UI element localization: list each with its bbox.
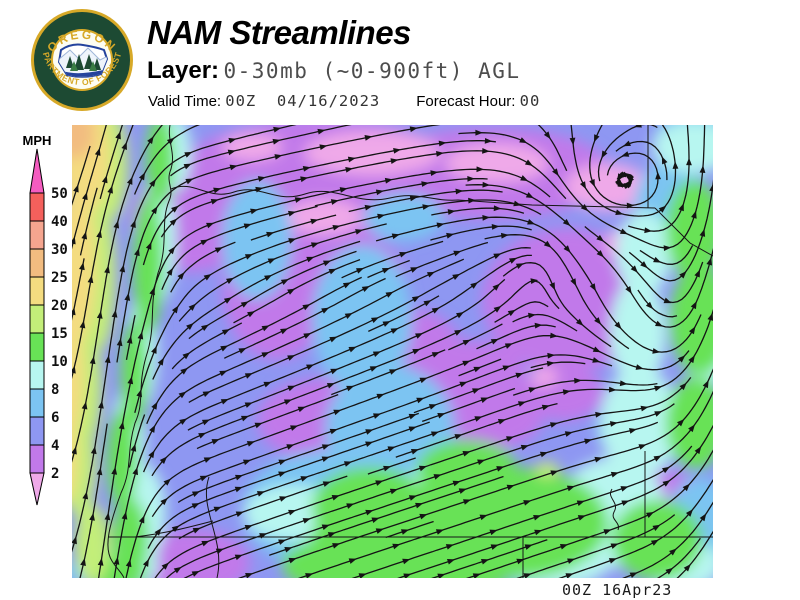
legend-band-30-40 xyxy=(29,220,45,250)
klamath-lake xyxy=(610,488,620,531)
map-timestamp: 00Z 16Apr23 xyxy=(562,581,673,599)
wind-speed-legend: 50 40 30 25 20 15 10 8 6 4 2 xyxy=(29,148,68,506)
legend-band-2-4 xyxy=(29,444,45,474)
legend-band-20-25 xyxy=(29,276,45,306)
legend-tick-4: 4 xyxy=(51,438,59,454)
logo-oregon-emblem xyxy=(57,43,109,78)
legend-tick-25: 25 xyxy=(51,270,68,286)
layer-value: 0-30mb (~0-900ft) AGL xyxy=(223,59,521,83)
odf-logo: OREGON DEPARTMENT OF FORESTRY xyxy=(30,8,133,111)
legend-tick-40: 40 xyxy=(51,214,68,230)
legend-band-10-15 xyxy=(29,332,45,362)
streamline-map xyxy=(72,125,713,578)
forecast-hour-value: 00 xyxy=(519,92,541,110)
legend-below-min-arrow xyxy=(29,472,45,506)
legend-band-15-20 xyxy=(29,304,45,334)
legend-tick-2: 2 xyxy=(51,466,59,482)
legend-tick-6: 6 xyxy=(51,410,59,426)
river-southwest xyxy=(134,476,220,578)
wind-speed-map xyxy=(72,125,713,578)
legend-units-label: MPH xyxy=(22,133,52,148)
legend-above-max-arrow xyxy=(29,148,45,194)
legend-tick-20: 20 xyxy=(51,298,68,314)
legend-tick-30: 30 xyxy=(51,242,68,258)
legend-band-40-50 xyxy=(29,192,45,222)
layer-line: Layer: 0-30mb (~0-900ft) AGL xyxy=(147,57,521,85)
legend-tick-8: 8 xyxy=(51,382,59,398)
legend-band-8-10 xyxy=(29,360,45,390)
streamlines xyxy=(72,125,713,578)
legend-band-6-8 xyxy=(29,388,45,418)
speed-field xyxy=(72,125,713,578)
coastline xyxy=(107,125,174,578)
valid-time-label: Valid Time: xyxy=(148,93,222,110)
legend-tick-15: 15 xyxy=(51,326,68,342)
page-title: NAM Streamlines xyxy=(147,14,411,51)
legend-band-25-30 xyxy=(29,248,45,278)
legend-band-4-6 xyxy=(29,416,45,446)
layer-label: Layer: xyxy=(147,57,220,84)
legend-tick-50: 50 xyxy=(51,186,68,202)
legend-tick-10: 10 xyxy=(51,354,68,370)
valid-time-value: 00Z 04/16/2023 xyxy=(225,92,381,110)
northeast-border xyxy=(654,207,713,257)
forecast-hour-label: Forecast Hour: xyxy=(416,93,516,110)
valid-time-line: Valid Time: 00Z 04/16/2023 Forecast Hour:… xyxy=(148,92,540,110)
